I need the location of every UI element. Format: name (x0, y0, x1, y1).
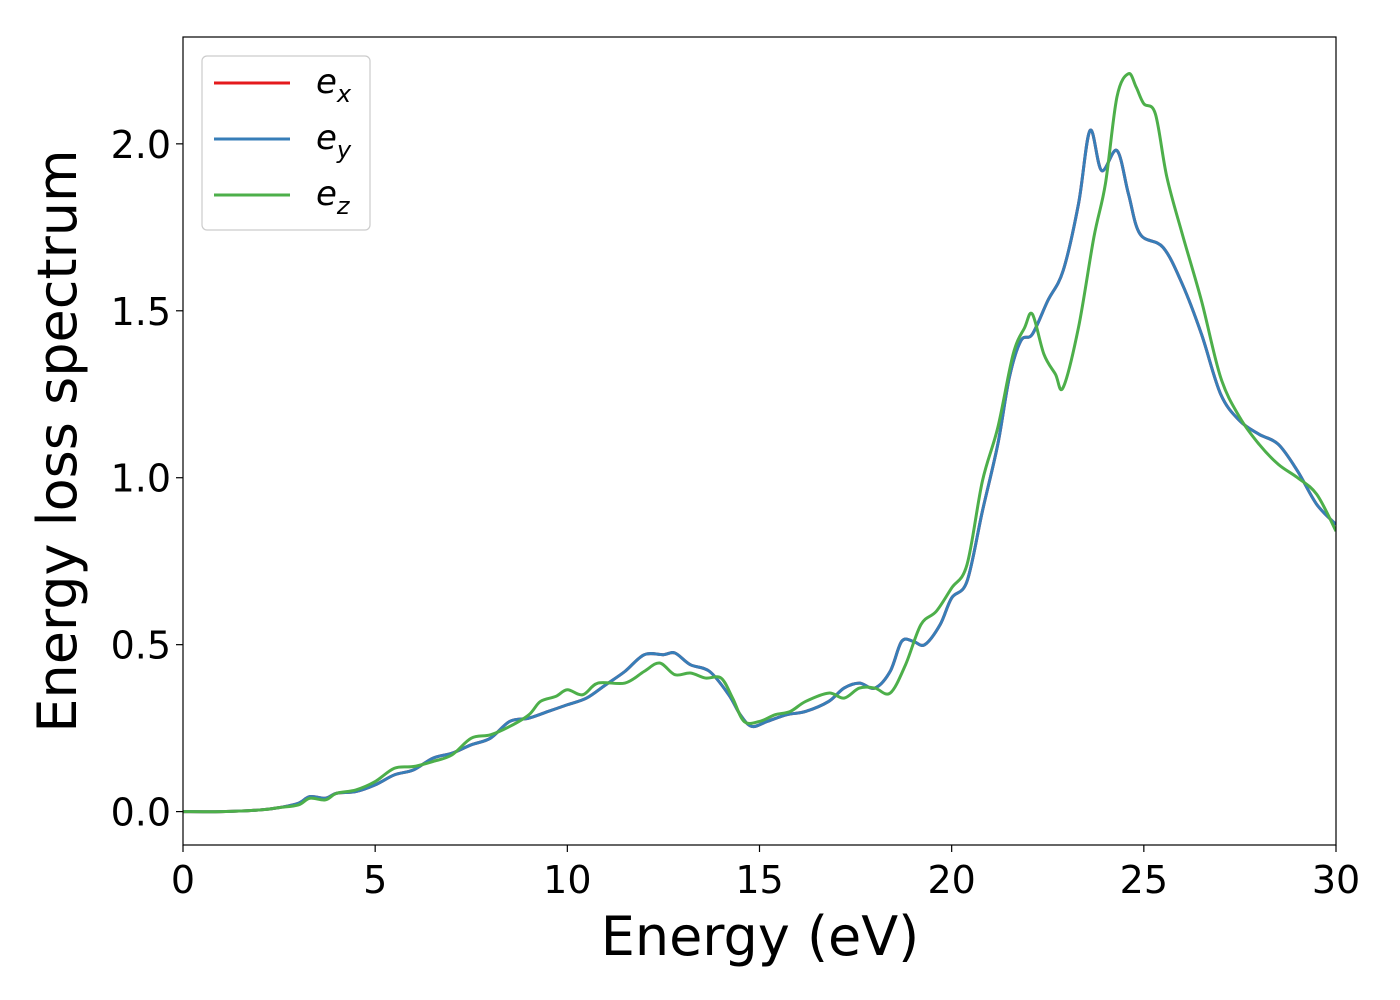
series-line-x (183, 128, 1336, 814)
series-line-z (183, 72, 1336, 814)
y-axis-title: Energy loss spectrum (26, 149, 89, 732)
legend-box (201, 55, 371, 231)
y-tick-label: 2.0 (111, 123, 171, 167)
plot-area: 0 5 10 15 20 25 30 0.0 0.5 1.0 1.5 2.0 (111, 36, 1360, 902)
legend-label-x: ex (316, 62, 352, 108)
x-tick-label: 20 (927, 858, 975, 902)
y-tick-label: 0.0 (111, 791, 171, 835)
y-tick-label: 1.0 (111, 457, 171, 501)
x-axis-title: Energy (eV) (601, 905, 920, 968)
x-tick-label: 0 (171, 858, 195, 902)
y-tick-label: 1.5 (111, 290, 171, 334)
series-line-y (183, 128, 1336, 814)
x-tick-label: 5 (363, 858, 387, 902)
legend: ex ey ez (201, 55, 371, 231)
legend-label-y: ey (316, 118, 352, 164)
x-tick-label: 25 (1120, 858, 1168, 902)
x-tick-label: 10 (543, 858, 591, 902)
legend-label-z: ez (316, 174, 351, 220)
x-tick-label: 15 (735, 858, 783, 902)
y-tick-label: 0.5 (111, 624, 171, 668)
x-tick-label: 30 (1312, 858, 1360, 902)
